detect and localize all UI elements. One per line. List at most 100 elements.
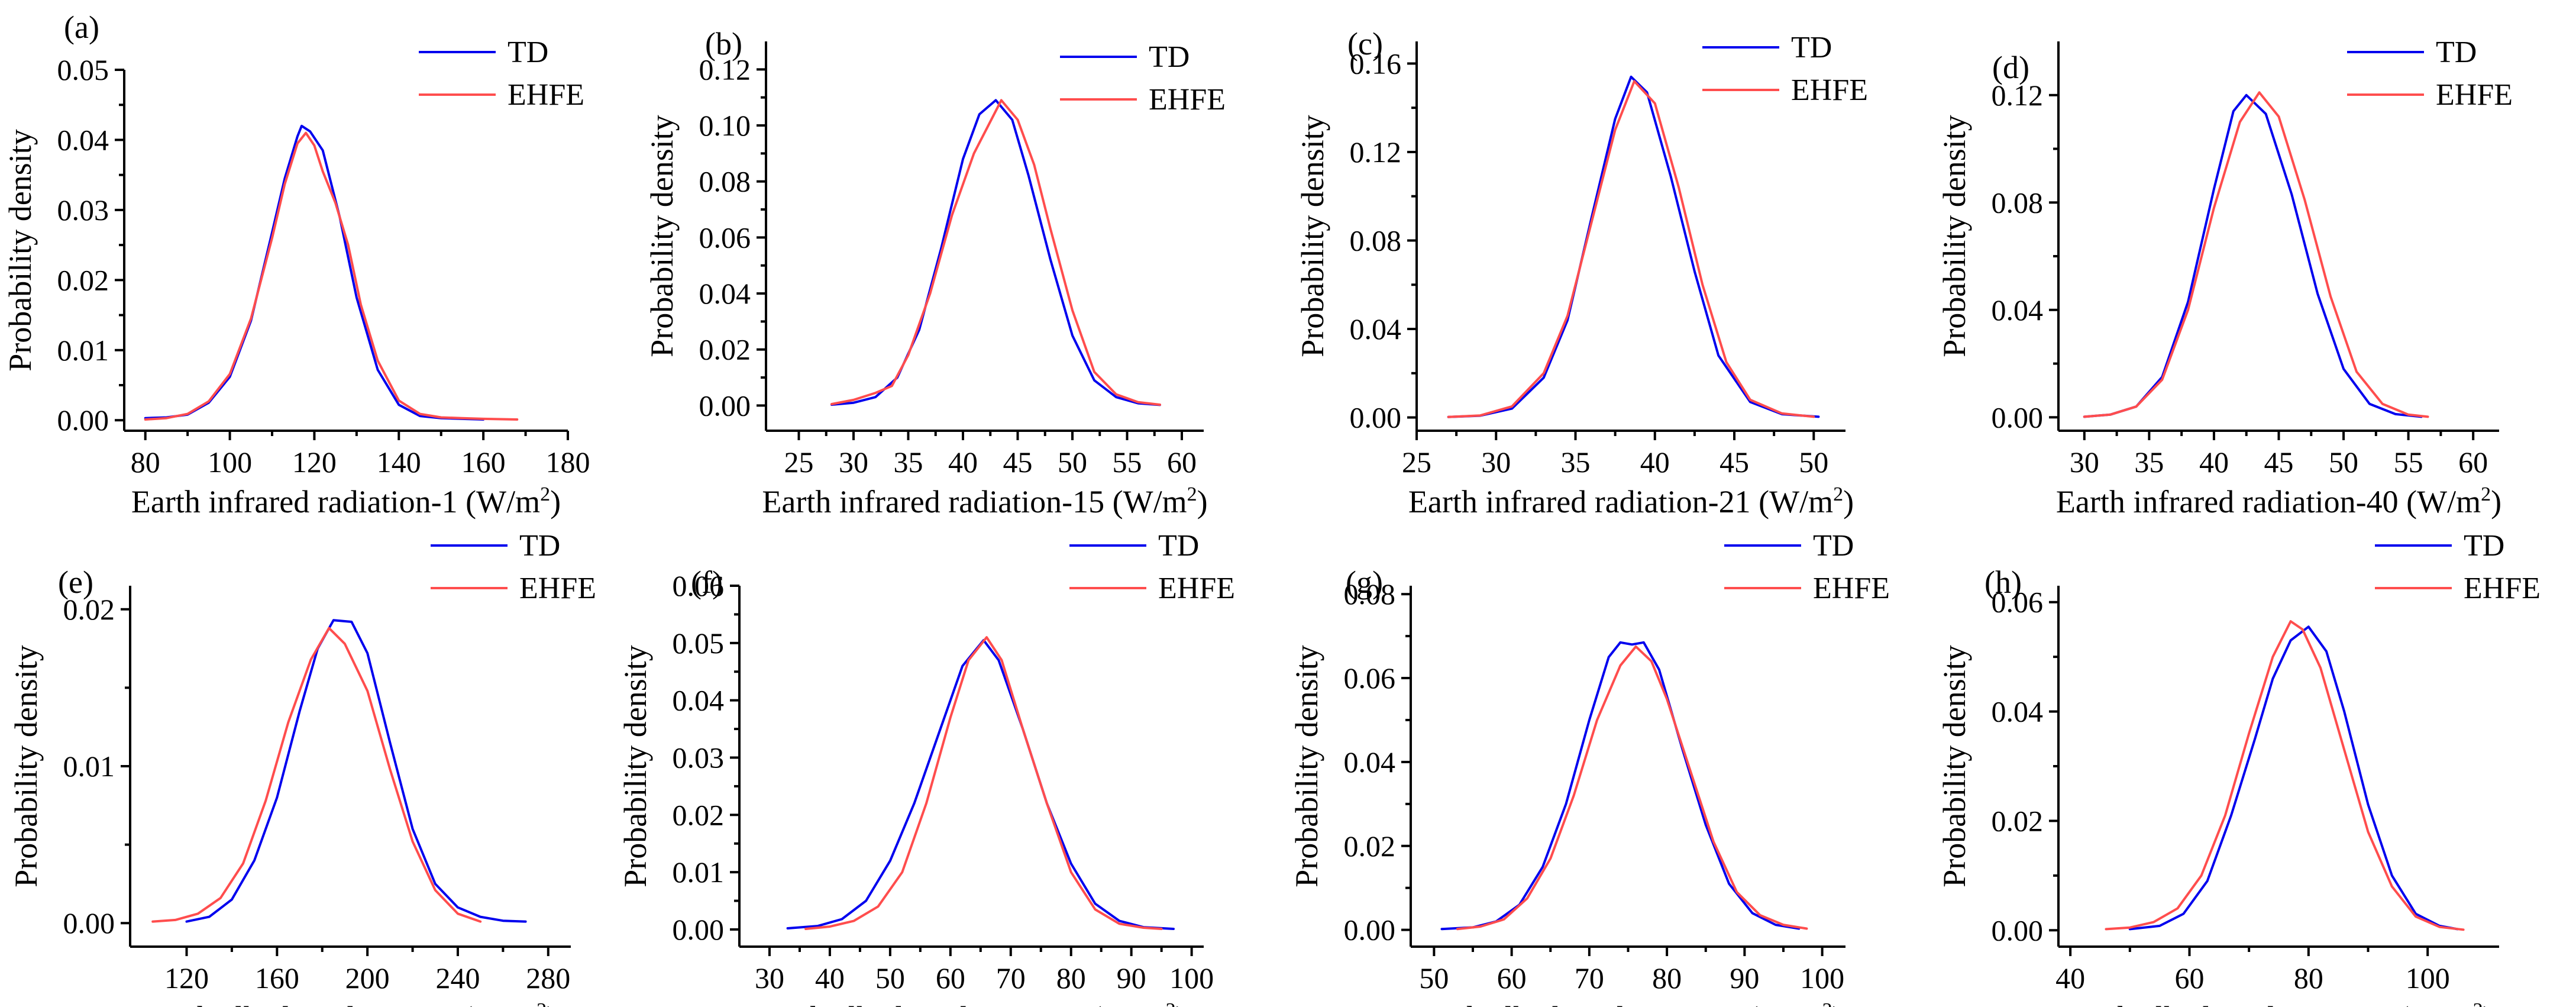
x-axis-title-superscript: 2 [2481, 483, 2491, 505]
x-tick-label: 40 [815, 961, 845, 995]
x-tick-label: 35 [894, 446, 923, 479]
y-tick-label: 0.04 [1350, 312, 1402, 346]
panel-b: 25 30 35 40 45 50 55 60 0.00 0.02 0.04 0.06 0.08 0.10… [644, 26, 1226, 519]
x-tick-label: 60 [2174, 961, 2204, 995]
panel-label: (f) [691, 564, 723, 600]
x-tick-label: 80 [131, 446, 160, 479]
panel-a: 80 100 120 140 160 180 0.00 0.01 0.02 0.03 0.04 0.0… [2, 9, 590, 519]
x-tick-label: 70 [1575, 961, 1604, 995]
panel-e: 120 160 200 240 280 0.00 0.01 0.02 Earth albedo … [8, 529, 596, 1007]
y-axis-title: Probability density [2, 129, 38, 371]
y-tick-label: 0.08 [699, 165, 751, 198]
x-axis-title-superscript: 2 [1166, 999, 1176, 1007]
y-axis-title: Probability density [1937, 645, 1972, 887]
y-tick-label: 0.06 [1344, 661, 1396, 695]
x-axis-title-superscript: 2 [540, 483, 550, 505]
x-axis-title: Earth infrared radiation-15 (W/m2) [762, 483, 1207, 519]
panel-label: (c) [1347, 26, 1383, 62]
series-line-td [2083, 93, 2423, 418]
y-tick-label: 0.10 [699, 109, 751, 142]
y-tick-label: 0.04 [57, 123, 109, 156]
x-axis-title-close: ) [547, 1000, 557, 1007]
x-tick-label: 120 [164, 961, 209, 995]
x-axis-title-superscript: 2 [536, 999, 547, 1007]
x-axis-title-close: ) [1197, 484, 1208, 519]
series-line-td [144, 124, 485, 421]
legend-label-ehfe: EHFE [1791, 73, 1868, 107]
series-line-ehfe [1447, 80, 1815, 418]
x-tick-label: 30 [2070, 446, 2099, 479]
x-tick-label: 60 [936, 961, 965, 995]
y-tick-label: 0.04 [1344, 745, 1396, 779]
y-tick-label: 0.12 [1992, 79, 2044, 112]
x-tick-label: 55 [2394, 446, 2423, 479]
y-tick-label: 0.02 [63, 593, 115, 626]
x-tick-label: 50 [1419, 961, 1449, 995]
legend-label-td: TD [2436, 35, 2477, 69]
x-axis-title-superscript: 2 [1822, 999, 1832, 1007]
y-tick-label: 0.16 [1350, 47, 1402, 80]
x-tick-label: 35 [2134, 446, 2164, 479]
panel-h: 40 60 80 100 0.00 0.02 0.04 0.06 Earth albedo ra… [1937, 529, 2541, 1007]
x-tick-label: 280 [526, 961, 570, 995]
x-tick-label: 30 [839, 446, 868, 479]
x-axis-title: Earth albedo radiation-1 (W/m2) [144, 999, 557, 1007]
x-tick-label: 90 [1730, 961, 1759, 995]
x-tick-label: 50 [875, 961, 905, 995]
x-tick-label: 160 [461, 446, 506, 479]
y-tick-label: 0.00 [57, 404, 109, 437]
y-tick-label: 0.08 [1344, 577, 1396, 611]
y-tick-label: 0.03 [57, 193, 109, 227]
x-tick-label: 180 [546, 446, 590, 479]
legend-label-td: TD [1791, 31, 1832, 64]
y-tick-label: 0.01 [63, 750, 115, 783]
y-tick-label: 0.05 [57, 53, 109, 86]
series-line-td [2128, 625, 2459, 931]
y-tick-label: 0.01 [57, 334, 109, 367]
y-tick-label: 0.04 [699, 277, 751, 310]
x-axis-title-close: ) [1176, 1000, 1187, 1007]
x-tick-label: 40 [2055, 961, 2085, 995]
panel-label: (a) [64, 9, 99, 45]
y-tick-label: 0.00 [1992, 914, 2044, 947]
legend-label-ehfe: EHFE [2436, 78, 2513, 112]
y-tick-label: 0.06 [699, 221, 751, 254]
y-tick-label: 0.05 [673, 627, 725, 660]
x-axis-title: Earth albedo radiation-15 (W/m2) [757, 999, 1186, 1007]
x-axis-title-close: ) [1843, 484, 1854, 519]
x-tick-label: 60 [1167, 446, 1197, 479]
y-tick-label: 0.04 [1992, 695, 2044, 728]
x-tick-label: 55 [1113, 446, 1142, 479]
series-line-ehfe [1456, 645, 1808, 931]
x-tick-label: 100 [208, 446, 252, 479]
panel-c: 25 30 35 40 45 50 0.00 0.04 0.08 0.12 0.16 Earth in… [1295, 26, 1868, 519]
x-axis-title-close: ) [1832, 1000, 1843, 1007]
x-tick-label: 25 [784, 446, 814, 479]
y-tick-label: 0.02 [1344, 830, 1396, 863]
x-tick-label: 40 [948, 446, 978, 479]
x-tick-label: 25 [1402, 446, 1431, 479]
y-tick-label: 0.04 [673, 684, 725, 717]
x-axis-title-superscript: 2 [1833, 483, 1843, 505]
x-tick-label: 50 [1799, 446, 1828, 479]
y-tick-label: 0.02 [699, 333, 751, 366]
legend-label-ehfe: EHFE [1813, 572, 1890, 605]
x-axis-title: Earth infrared radiation-1 (W/m2) [131, 483, 561, 519]
panel-f: 30 40 50 60 70 80 90 100 0.00 0.01 0.02 0.03 0.04 0.0… [618, 529, 1235, 1007]
x-axis-title: Earth infrared radiation-21 (W/m2) [1408, 483, 1854, 519]
x-tick-label: 50 [2329, 446, 2358, 479]
y-tick-label: 0.12 [1350, 135, 1402, 169]
x-tick-label: 50 [1058, 446, 1087, 479]
y-axis-title: Probability density [1289, 645, 1324, 887]
x-axis-title-superscript: 2 [1187, 483, 1197, 505]
legend-label-td: TD [1158, 529, 1199, 563]
x-tick-label: 45 [1720, 446, 1749, 479]
x-axis-title: Earth albedo radiation-40 (W/m2) [2064, 999, 2493, 1007]
x-tick-label: 160 [255, 961, 299, 995]
y-tick-label: 0.06 [673, 569, 725, 602]
legend-label-ehfe: EHFE [519, 572, 596, 605]
legend-label-ehfe: EHFE [1158, 572, 1235, 605]
x-tick-label: 100 [1169, 961, 1214, 995]
legend-label-td: TD [519, 529, 560, 563]
x-axis-title-close: ) [2483, 1000, 2494, 1007]
